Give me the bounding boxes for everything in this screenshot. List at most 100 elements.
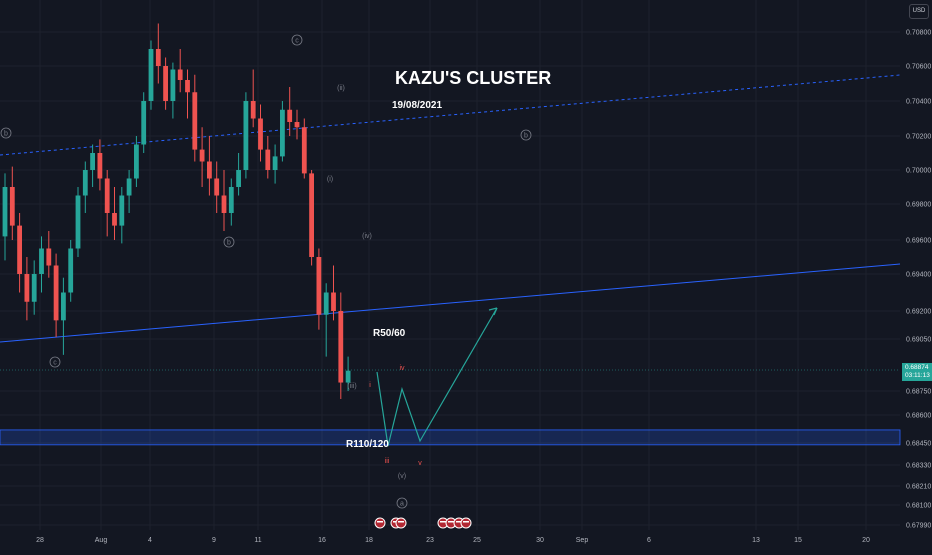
currency-button[interactable]: USD [909, 4, 929, 19]
projection-polyline [376, 307, 498, 447]
candle[interactable] [316, 248, 322, 330]
candle[interactable] [75, 187, 81, 257]
wave-labels: b c (ii) c b b (i) (iv) R50/60 iv (iii) i R110/120 ii… [0, 34, 532, 509]
time-tick: 6 [647, 537, 651, 544]
chart-title: KAZU'S CLUSTER [395, 68, 551, 88]
candle[interactable] [177, 49, 183, 93]
wave-label: R110/120 [346, 439, 389, 450]
candle[interactable] [134, 136, 139, 187]
candle[interactable] [199, 127, 205, 187]
candle[interactable] [192, 74, 198, 162]
chart-date: 19/08/2021 [392, 100, 442, 111]
lower-trend-line [0, 263, 901, 343]
wave-label: a [400, 501, 404, 508]
candle[interactable] [141, 92, 147, 153]
wave-label-circle [0, 127, 12, 139]
price-axis[interactable]: 0.70800 0.70600 0.70400 0.70200 0.70000 0.698… [906, 30, 931, 530]
candle-body [82, 170, 88, 196]
candle-body [221, 195, 227, 213]
candle[interactable] [90, 144, 95, 188]
price-tick: 0.70400 [906, 99, 931, 106]
candle-body [250, 101, 256, 119]
candle[interactable] [112, 187, 117, 240]
candle[interactable] [207, 136, 212, 196]
candle[interactable] [228, 178, 234, 226]
candle[interactable] [236, 153, 241, 196]
candle[interactable] [82, 161, 88, 214]
candle-body [185, 80, 190, 93]
event-marker[interactable] [460, 517, 472, 529]
time-tick: 20 [862, 537, 870, 544]
candle[interactable] [250, 69, 256, 128]
candle[interactable] [46, 231, 52, 278]
candle[interactable] [331, 265, 336, 321]
time-tick: 16 [318, 537, 326, 544]
support-zone-rect [0, 429, 901, 446]
candle[interactable] [287, 87, 293, 136]
wave-label: (v) [398, 473, 406, 480]
candle[interactable] [148, 40, 154, 110]
candle[interactable] [24, 257, 30, 321]
candle[interactable] [185, 69, 190, 119]
candle[interactable] [258, 104, 263, 162]
candle-countdown: 03:11:13 [905, 372, 930, 379]
candle[interactable] [53, 253, 59, 338]
event-flag-stripe [377, 521, 383, 523]
candle[interactable] [119, 187, 125, 244]
price-tick: 0.69400 [906, 272, 931, 279]
candle[interactable] [214, 161, 220, 214]
candle-body [112, 213, 117, 226]
candle[interactable] [221, 170, 227, 231]
candle[interactable] [280, 101, 285, 162]
candle[interactable] [104, 170, 110, 237]
projection-path [376, 307, 498, 447]
wave-label-circle [49, 356, 61, 368]
time-axis[interactable]: 28 Aug 4 9 11 16 18 23 25 30 Sep 6 13 15 20 [36, 537, 870, 544]
candle-body [280, 109, 285, 157]
price-tick: 0.68100 [906, 503, 931, 510]
candle[interactable] [68, 240, 74, 302]
last-price-label: 0.68874 03:11:13 [902, 363, 932, 381]
candle[interactable] [31, 260, 37, 315]
candle[interactable] [294, 109, 300, 140]
price-tick: 0.69800 [906, 202, 931, 209]
candle-body [331, 292, 336, 311]
candle[interactable] [338, 292, 344, 400]
event-flag-stripe [398, 521, 404, 523]
candle[interactable] [265, 136, 271, 179]
time-tick: 4 [148, 537, 152, 544]
candle[interactable] [97, 139, 103, 191]
candle[interactable] [2, 173, 8, 261]
price-tick: 0.69200 [906, 309, 931, 316]
candle[interactable] [323, 283, 329, 357]
candle-body [141, 101, 147, 145]
candle-body [2, 187, 8, 237]
candle[interactable] [9, 166, 15, 240]
candle[interactable] [170, 62, 176, 119]
candle-body [104, 178, 110, 213]
time-tick: 23 [426, 537, 434, 544]
candle[interactable] [61, 277, 66, 355]
price-tick: 0.68750 [906, 389, 931, 396]
candle[interactable] [17, 213, 22, 293]
price-tick: 0.68600 [906, 413, 931, 420]
candle[interactable] [345, 356, 351, 391]
candle[interactable] [301, 118, 307, 179]
candle-body [148, 49, 154, 101]
economic-events[interactable] [374, 517, 472, 529]
wave-label: c [295, 38, 299, 45]
candle[interactable] [309, 170, 314, 266]
candle[interactable] [163, 57, 168, 110]
candle[interactable] [39, 236, 44, 293]
candles[interactable] [2, 23, 351, 400]
event-marker[interactable] [395, 517, 407, 529]
wave-label: (i) [327, 176, 333, 183]
event-marker[interactable] [374, 517, 386, 529]
event-flag-stripe [456, 521, 462, 523]
candle[interactable] [243, 92, 249, 179]
candle[interactable] [272, 144, 278, 184]
candle[interactable] [126, 170, 132, 213]
candle[interactable] [155, 23, 161, 84]
